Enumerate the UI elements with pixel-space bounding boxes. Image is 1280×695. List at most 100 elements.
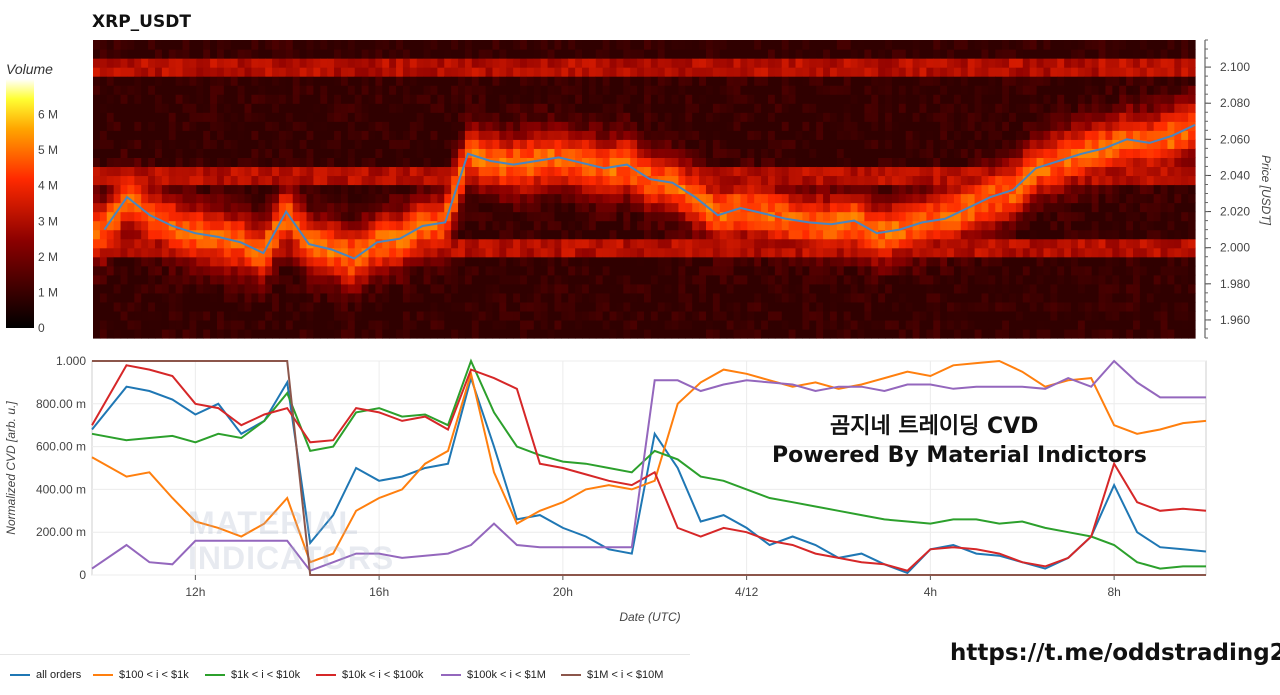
heatmap-cell bbox=[168, 292, 177, 303]
heatmap-cell bbox=[705, 76, 714, 86]
heatmap-cell bbox=[802, 229, 810, 240]
heatmap-cell bbox=[644, 184, 652, 195]
heatmap-cell bbox=[1105, 49, 1113, 59]
heatmap-cell bbox=[175, 58, 184, 68]
heatmap-cell bbox=[203, 202, 211, 213]
heatmap-cell bbox=[1057, 292, 1065, 303]
heatmap-cell bbox=[1119, 76, 1127, 86]
heatmap-cell bbox=[616, 121, 624, 131]
heatmap-cell bbox=[1057, 328, 1065, 339]
heatmap-cell bbox=[637, 112, 645, 122]
heatmap-cell bbox=[458, 229, 466, 240]
heatmap-cell bbox=[292, 121, 301, 131]
heatmap-cell bbox=[781, 310, 790, 321]
heatmap-cell bbox=[347, 94, 356, 104]
heatmap-cell bbox=[843, 292, 852, 303]
heatmap-cell bbox=[692, 202, 700, 213]
heatmap-cell bbox=[1112, 157, 1120, 168]
heatmap-cell bbox=[754, 130, 762, 140]
heatmap-cell bbox=[974, 175, 983, 186]
heatmap-cell bbox=[595, 283, 604, 294]
heatmap-cell bbox=[299, 202, 308, 213]
heatmap-cell bbox=[644, 85, 652, 95]
heatmap-cell bbox=[754, 328, 762, 339]
heatmap-cell bbox=[919, 310, 927, 321]
heatmap-cell bbox=[623, 211, 631, 222]
heatmap-cell bbox=[940, 58, 948, 68]
heatmap-cell bbox=[106, 121, 115, 131]
heatmap-cell bbox=[678, 76, 686, 86]
heatmap-cell bbox=[912, 58, 921, 68]
heatmap-cell bbox=[947, 40, 955, 50]
heatmap-cell bbox=[251, 319, 259, 330]
heatmap-cell bbox=[292, 319, 301, 330]
heatmap-cell bbox=[616, 103, 624, 113]
heatmap-cell bbox=[561, 157, 569, 168]
heatmap-cell bbox=[444, 148, 452, 158]
heatmap-cell bbox=[864, 211, 872, 222]
heatmap-cell bbox=[513, 328, 521, 339]
heatmap-cell bbox=[843, 274, 852, 285]
heatmap-cell bbox=[664, 175, 673, 186]
heatmap-cell bbox=[733, 292, 742, 303]
heatmap-cell bbox=[843, 166, 852, 177]
heatmap-cell bbox=[898, 283, 907, 294]
heatmap-cell bbox=[533, 112, 542, 122]
heatmap-cell bbox=[458, 157, 466, 168]
heatmap-cell bbox=[809, 310, 817, 321]
heatmap-cell bbox=[960, 166, 969, 177]
heatmap-cell bbox=[761, 202, 769, 213]
heatmap-cell bbox=[664, 49, 673, 59]
heatmap-cell bbox=[244, 49, 253, 59]
heatmap-cell bbox=[905, 94, 914, 104]
heatmap-cell bbox=[1022, 256, 1031, 267]
heatmap-cell bbox=[1064, 310, 1072, 321]
heatmap-cell bbox=[478, 121, 487, 131]
heatmap-cell bbox=[299, 283, 308, 294]
heatmap-cell bbox=[430, 67, 438, 77]
heatmap-cell bbox=[313, 40, 321, 50]
heatmap-cell bbox=[306, 274, 314, 285]
heatmap-cell bbox=[767, 274, 776, 285]
heatmap-cell bbox=[182, 130, 191, 140]
heatmap-cell bbox=[919, 121, 927, 131]
heatmap-cell bbox=[974, 283, 983, 294]
heatmap-cell bbox=[1071, 265, 1079, 276]
heatmap-cell bbox=[919, 148, 927, 158]
heatmap-cell bbox=[299, 175, 308, 186]
heatmap-cell bbox=[168, 103, 177, 113]
heatmap-cell bbox=[464, 76, 473, 86]
heatmap-cell bbox=[974, 310, 983, 321]
heatmap-cell bbox=[747, 130, 755, 140]
heatmap-cell bbox=[451, 175, 459, 186]
heatmap-cell bbox=[1057, 319, 1065, 330]
heatmap-cell bbox=[953, 139, 962, 149]
heatmap-cell bbox=[871, 202, 879, 213]
heatmap-cell bbox=[533, 130, 542, 140]
heatmap-cell bbox=[451, 85, 459, 95]
heatmap-cell bbox=[740, 121, 748, 131]
heatmap-cell bbox=[595, 139, 604, 149]
heatmap-cell bbox=[947, 139, 955, 149]
heatmap-cell bbox=[588, 265, 597, 276]
heatmap-cell bbox=[485, 121, 494, 131]
heatmap-cell bbox=[409, 175, 418, 186]
heatmap-cell bbox=[382, 112, 390, 122]
heatmap-cell bbox=[802, 148, 810, 158]
heatmap-cell bbox=[258, 58, 266, 68]
heatmap-cell bbox=[154, 211, 163, 222]
heatmap-cell bbox=[340, 238, 349, 249]
heatmap-cell bbox=[575, 292, 583, 303]
heatmap-cell bbox=[1057, 112, 1065, 122]
heatmap-cell bbox=[575, 328, 583, 339]
heatmap-cell bbox=[354, 274, 363, 285]
heatmap-cell bbox=[726, 328, 735, 339]
heatmap-cell bbox=[464, 238, 473, 249]
heatmap-cell bbox=[347, 40, 356, 50]
heatmap-cell bbox=[616, 184, 624, 195]
heatmap-cell bbox=[575, 256, 583, 267]
heatmap-cell bbox=[630, 148, 638, 158]
heatmap-cell bbox=[182, 166, 191, 177]
heatmap-cell bbox=[141, 67, 149, 77]
heatmap-cell bbox=[313, 67, 321, 77]
